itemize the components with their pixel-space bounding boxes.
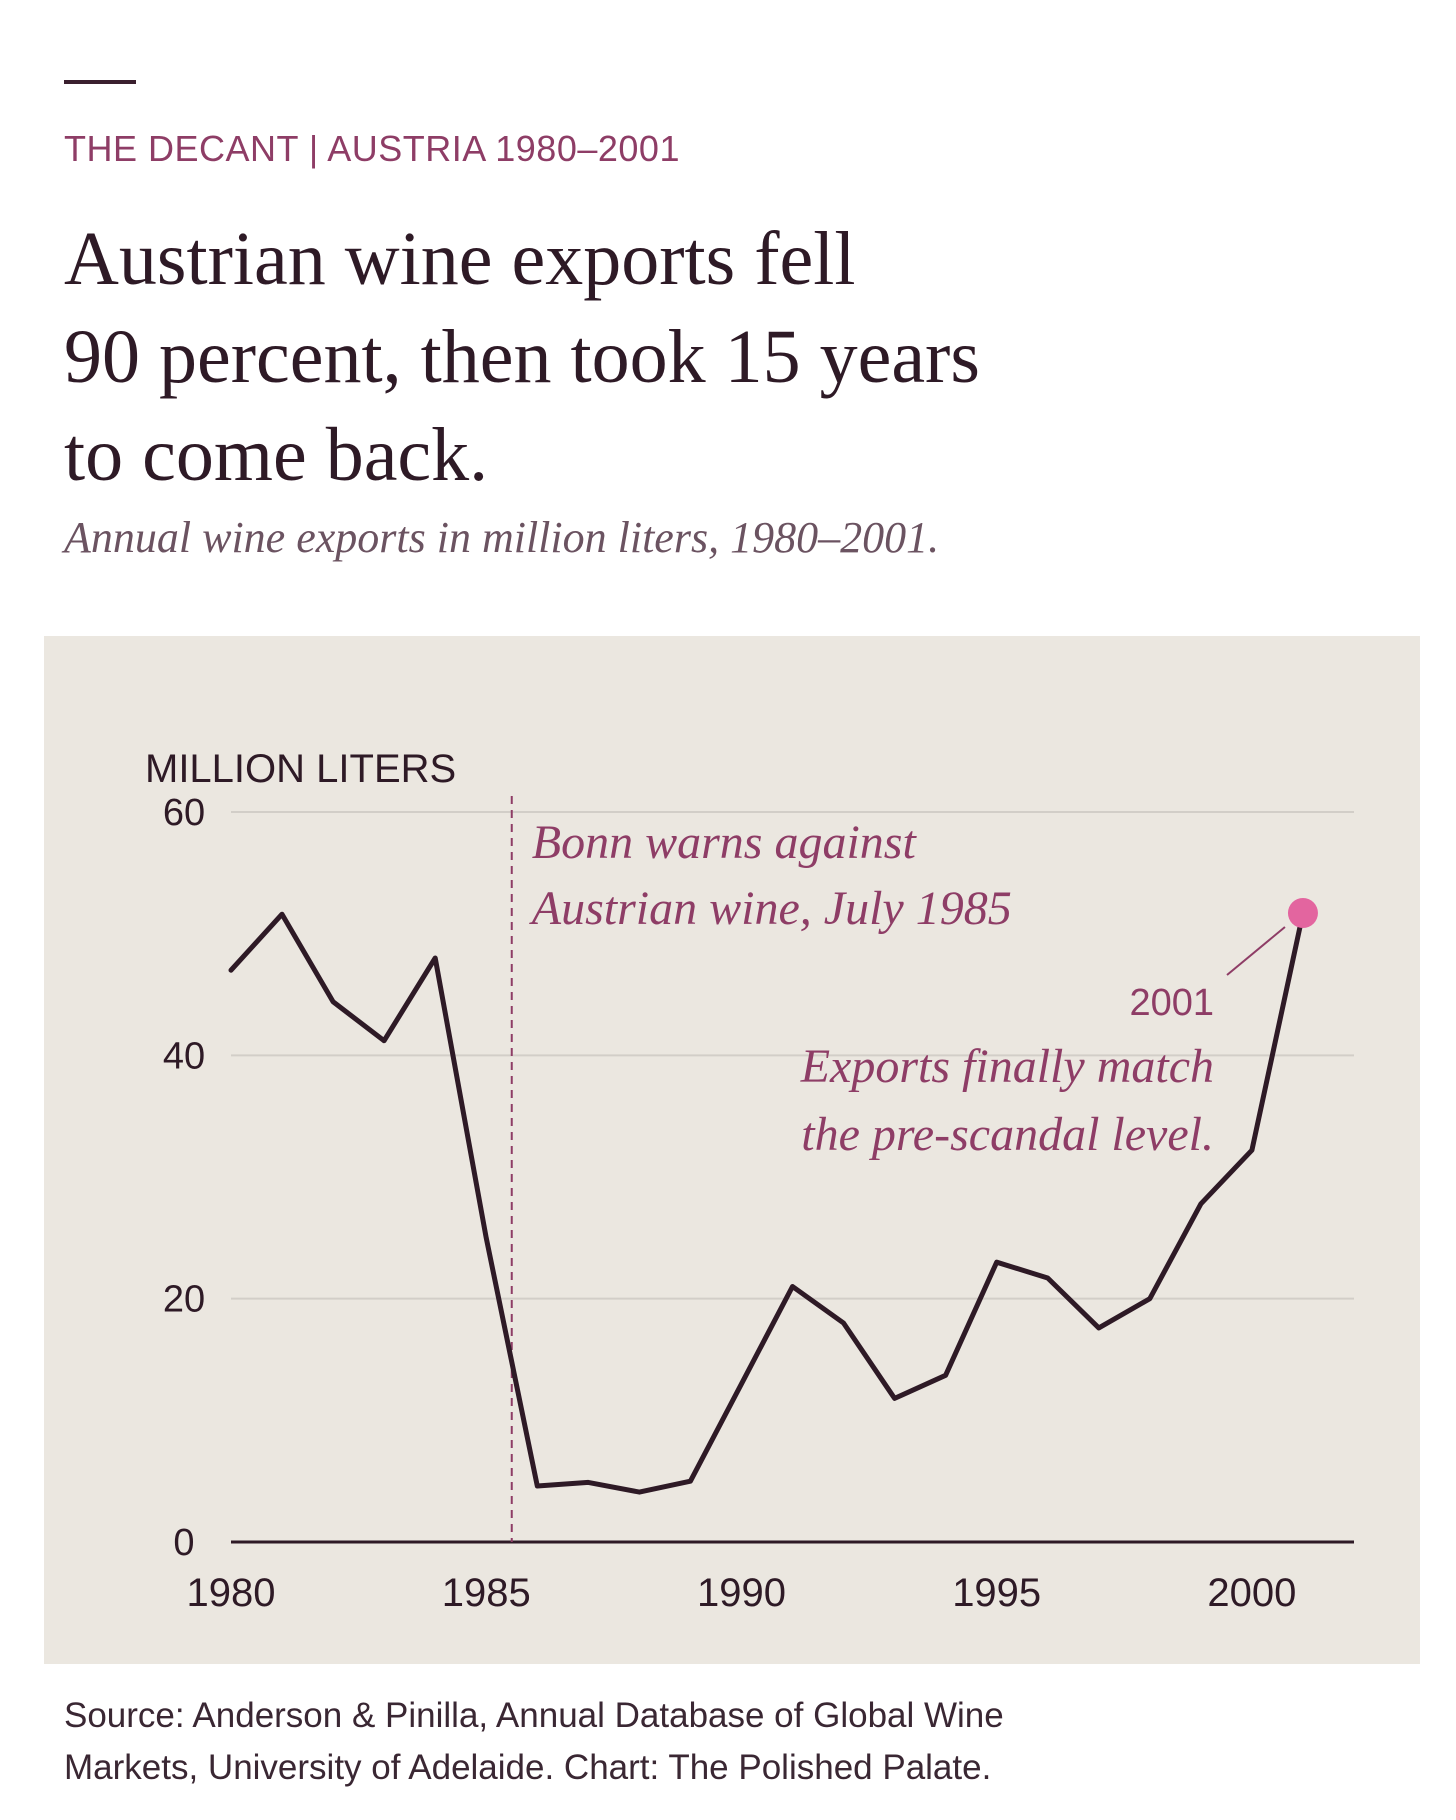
header-rule	[64, 80, 136, 84]
annotation-event-line-2: Austrian wine, July 1985	[529, 882, 1012, 935]
x-tick-label-1980: 1980	[187, 1571, 276, 1615]
x-tick-label-1985: 1985	[442, 1571, 531, 1615]
headline: Austrian wine exports fell 90 percent, t…	[64, 210, 1164, 504]
annotation-leader-line	[1226, 926, 1286, 976]
headline-line-3: to come back.	[64, 413, 489, 497]
subtitle: Annual wine exports in million liters, 1…	[64, 513, 940, 562]
headline-line-2: 90 percent, then took 15 years	[64, 315, 980, 399]
annotation-year-label: 2001	[1129, 982, 1214, 1024]
y-tick-label-20: 20	[163, 1279, 205, 1321]
source-line-1: Source: Anderson & Pinilla, Annual Datab…	[64, 1696, 1004, 1735]
annotation-event-line-1: Bonn warns against	[532, 816, 918, 869]
x-tick-label-1990: 1990	[697, 1571, 786, 1615]
y-axis-title: MILLION LITERS	[145, 747, 456, 791]
source-note: Source: Anderson & Pinilla, Annual Datab…	[64, 1690, 1264, 1794]
series-line	[228, 910, 1306, 1495]
y-tick-label-0: 0	[173, 1522, 194, 1564]
x-tick-label-1995: 1995	[952, 1571, 1041, 1615]
annotation-recovery-line-1: Exports finally match	[800, 1040, 1214, 1093]
source-line-2: Markets, University of Adelaide. Chart: …	[64, 1748, 992, 1787]
x-tick-label-2000: 2000	[1207, 1571, 1296, 1615]
y-tick-label-60: 60	[163, 792, 205, 834]
annotation-recovery-line-2: the pre-scandal level.	[801, 1108, 1214, 1161]
y-tick-label-40: 40	[163, 1035, 205, 1077]
headline-line-1: Austrian wine exports fell	[64, 217, 856, 301]
chart-panel: 0 20 40 60 MILLION LITERS 1980 1985 1990 1995 200…	[44, 636, 1420, 1664]
kicker: THE DECANT | AUSTRIA 1980–2001	[64, 128, 680, 169]
highlight-point-2001	[1287, 897, 1318, 928]
